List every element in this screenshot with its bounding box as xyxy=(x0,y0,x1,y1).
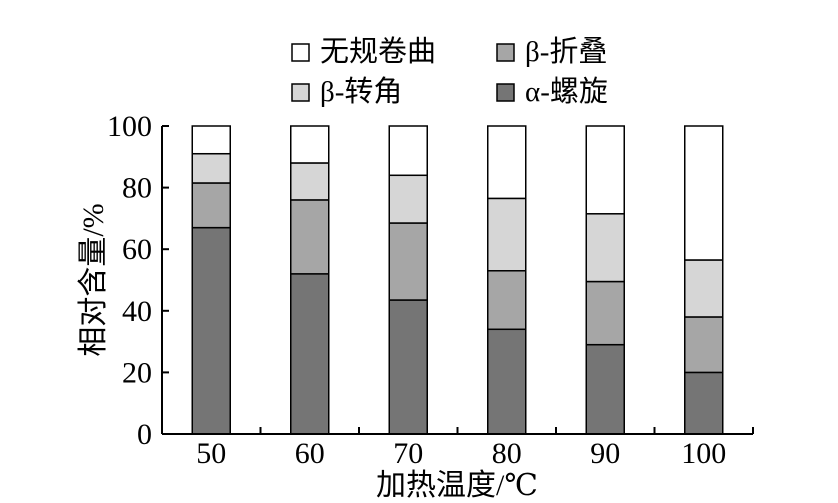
x-ticks: 50 60 70 80 90 100 xyxy=(196,427,754,470)
y-ticks: 0 20 40 60 80 100 xyxy=(107,110,169,451)
bar-segment-0-0 xyxy=(191,226,231,435)
legend-label-3: α-螺旋 xyxy=(525,75,608,108)
legend-swatch-2 xyxy=(291,83,310,102)
y-tick-label: 60 xyxy=(122,233,152,266)
bar-segment-1-4 xyxy=(585,280,625,346)
bar-segment-1-3 xyxy=(487,270,527,331)
bar-segment-1-0 xyxy=(191,182,231,229)
bar-segment-2-5 xyxy=(684,259,724,318)
bar-segment-3-3 xyxy=(487,125,527,200)
bar-segment-0-3 xyxy=(487,328,527,435)
legend-label-2: β-转角 xyxy=(320,75,402,108)
y-tick-label: 40 xyxy=(122,295,152,328)
bar-segment-0-5 xyxy=(684,371,724,435)
legend: 无规卷曲 β-折叠 β-转角 α-螺旋 xyxy=(291,35,608,108)
axes xyxy=(161,126,753,435)
bar-segment-0-4 xyxy=(585,343,625,435)
bar-segment-2-3 xyxy=(487,197,527,272)
bar-segment-2-2 xyxy=(388,174,428,224)
bar-segment-3-2 xyxy=(388,125,428,177)
x-tick-label: 70 xyxy=(393,437,423,470)
bar-segment-0-2 xyxy=(388,299,428,435)
x-tick-label: 90 xyxy=(590,437,620,470)
bar-segment-1-5 xyxy=(684,316,724,374)
y-tick-label: 80 xyxy=(122,172,152,205)
bar-segment-3-0 xyxy=(191,125,231,155)
x-tick-label: 60 xyxy=(295,437,325,470)
bar-segment-3-1 xyxy=(290,125,330,164)
bar-segment-0-1 xyxy=(290,273,330,435)
legend-label-1: β-折叠 xyxy=(525,35,607,68)
bar-segment-3-5 xyxy=(684,125,724,261)
bars xyxy=(191,125,724,435)
y-axis-title: 相对含量/% xyxy=(77,203,110,356)
x-tick-label: 80 xyxy=(492,437,522,470)
bar-segment-3-4 xyxy=(585,125,625,215)
y-tick-label: 20 xyxy=(122,356,152,389)
legend-swatch-0 xyxy=(291,43,310,62)
x-tick-label: 100 xyxy=(681,437,726,470)
legend-label-0: 无规卷曲 xyxy=(320,35,436,68)
x-axis-title: 加热温度/℃ xyxy=(376,469,538,502)
bar-segment-2-4 xyxy=(585,213,625,283)
legend-swatch-1 xyxy=(496,43,515,62)
legend-swatch-3 xyxy=(496,83,515,102)
y-tick-label: 100 xyxy=(107,110,152,143)
y-tick-label: 0 xyxy=(137,418,152,451)
bar-segment-1-2 xyxy=(388,222,428,301)
bar-segment-1-1 xyxy=(290,199,330,275)
bar-segment-2-1 xyxy=(290,162,330,201)
x-tick-label: 50 xyxy=(196,437,226,470)
bar-segment-2-0 xyxy=(191,152,231,184)
